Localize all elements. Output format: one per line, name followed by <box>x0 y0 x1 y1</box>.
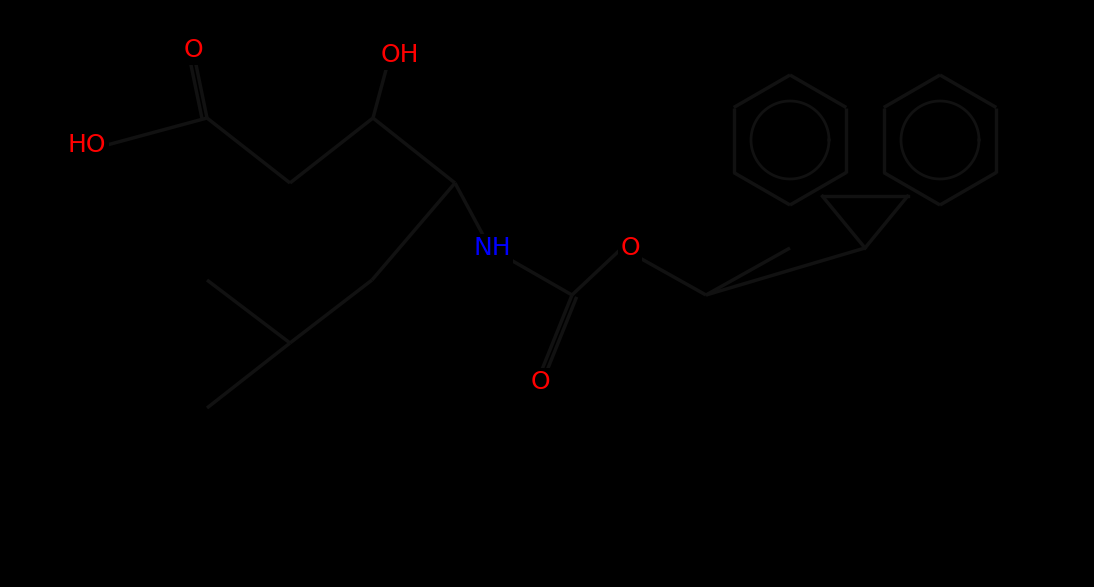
Text: O: O <box>620 236 640 260</box>
Text: O: O <box>531 370 550 394</box>
Text: OH: OH <box>381 43 419 67</box>
Text: NH: NH <box>474 236 511 260</box>
Text: O: O <box>183 38 202 62</box>
Text: HO: HO <box>68 133 106 157</box>
